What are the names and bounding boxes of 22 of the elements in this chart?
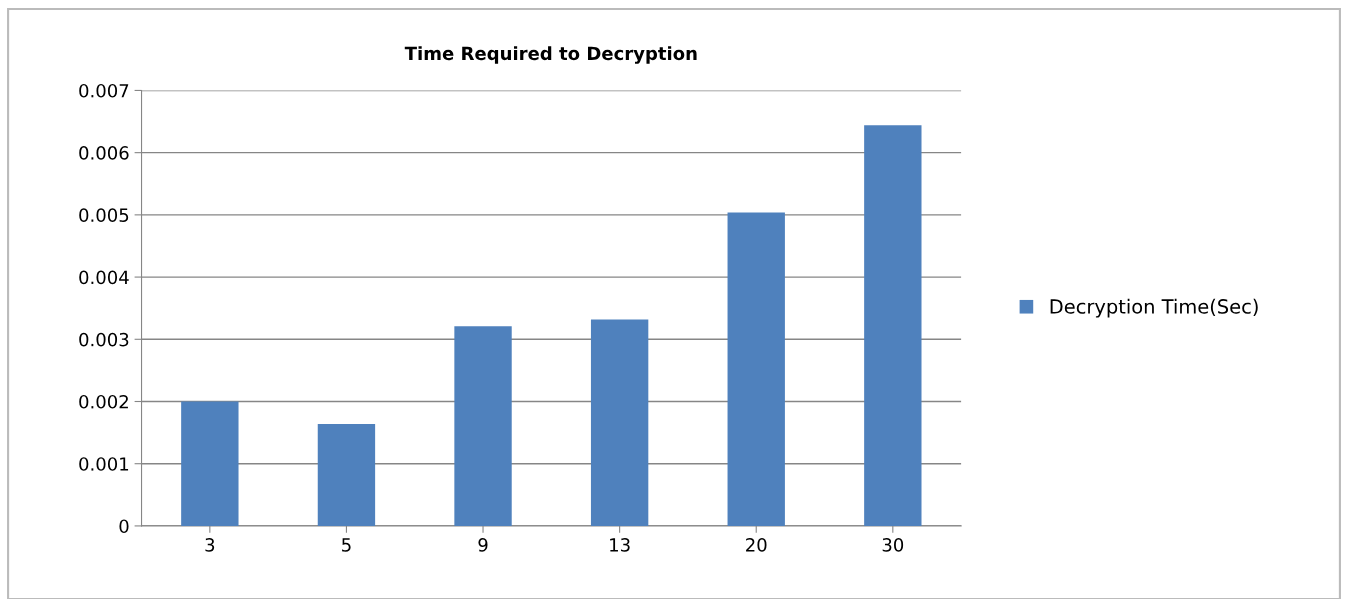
bar <box>590 319 649 526</box>
y-tick-label: 0.006 <box>79 146 129 160</box>
y-tick-label: 0.004 <box>79 270 129 285</box>
bar <box>181 401 239 526</box>
x-tick-label: 9 <box>478 538 488 552</box>
bar <box>727 212 785 526</box>
chart-title: Time Required to Decryption <box>404 46 697 64</box>
x-tick-label: 30 <box>882 538 904 552</box>
x-tick-label: 5 <box>342 538 351 552</box>
y-tick-label: 0 <box>119 519 129 534</box>
y-tick-label: 0.005 <box>79 208 129 222</box>
y-tick-label: 0.001 <box>79 457 129 471</box>
x-tick-label: 3 <box>205 538 215 552</box>
bar <box>864 125 922 526</box>
bar <box>454 326 512 526</box>
y-tick-label: 0.007 <box>79 83 129 98</box>
y-tick-label: 0.003 <box>79 332 129 347</box>
x-tick-label: 20 <box>746 538 767 552</box>
x-tick-label: 13 <box>610 538 630 552</box>
legend-label: Decryption Time(Sec) <box>1050 298 1258 318</box>
y-tick-label: 0.002 <box>79 394 128 409</box>
bar <box>317 423 376 526</box>
